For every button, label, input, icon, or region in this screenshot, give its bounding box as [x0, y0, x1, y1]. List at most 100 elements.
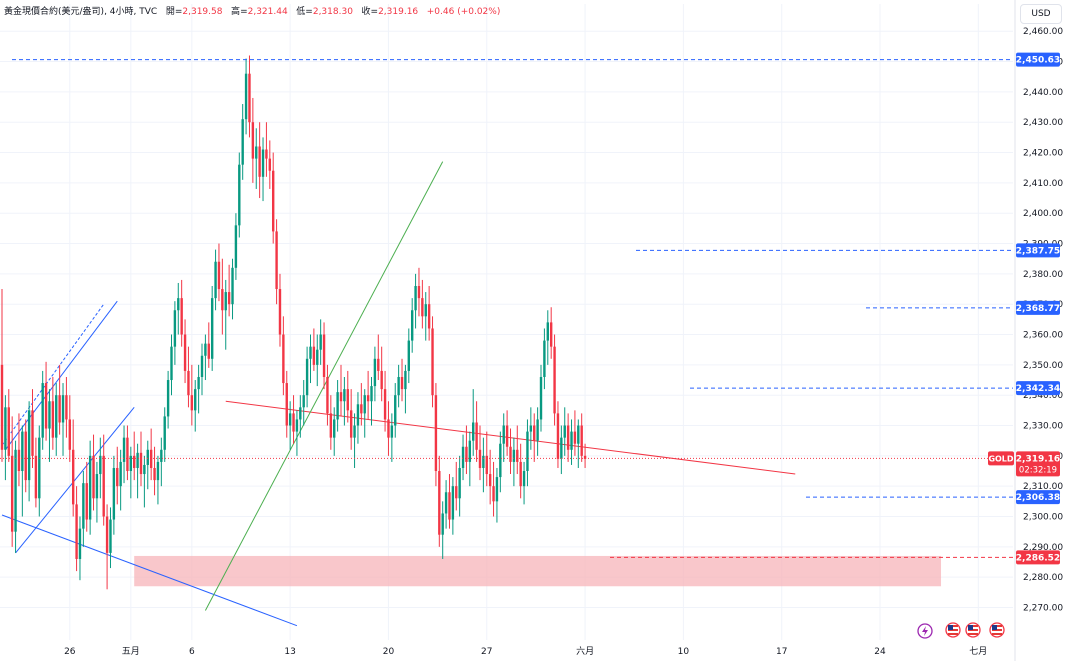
candle [183, 319, 187, 384]
candle [360, 383, 363, 426]
candle [146, 440, 149, 490]
candle [71, 419, 75, 517]
candle [529, 407, 533, 450]
candle [583, 443, 587, 468]
price-tick-label: 2,460.00 [1023, 27, 1063, 37]
price-tick-label: 2,290.00 [1023, 543, 1063, 553]
candle [326, 364, 329, 426]
svg-text:2,286.52: 2,286.52 [1016, 553, 1060, 563]
symbol-name: 黃金現價合約(美元/盎司) [4, 7, 105, 17]
channel-upper-blue-dashed[interactable] [1, 303, 105, 446]
change-value: +0.46 (+0.02%) [426, 7, 501, 17]
candle [573, 410, 577, 456]
candle [509, 428, 512, 475]
candle [204, 334, 207, 381]
candle [512, 437, 516, 487]
candle [577, 419, 580, 468]
candle [394, 383, 397, 438]
candle [99, 437, 102, 499]
candle [309, 334, 312, 384]
candle [126, 425, 129, 481]
low-value: 2,318.30 [312, 7, 353, 17]
candle [197, 364, 200, 414]
candle [336, 380, 339, 432]
candle [143, 455, 146, 508]
candle [356, 392, 360, 444]
svg-text:2,319.16: 2,319.16 [1016, 454, 1060, 464]
candle [187, 346, 190, 408]
candle [0, 289, 4, 462]
candle [390, 413, 394, 462]
us-flag-event-icon[interactable] [989, 622, 1005, 638]
candle [407, 328, 410, 384]
candle [492, 461, 495, 517]
candle [21, 425, 24, 517]
svg-text:2,387.75: 2,387.75 [1016, 246, 1060, 256]
candle [366, 370, 370, 420]
candle [231, 258, 234, 320]
price-line-label: 2,286.52 [1016, 550, 1060, 565]
lightning-event-icon[interactable] [917, 623, 933, 639]
price-lines-layer[interactable] [0, 59, 1013, 558]
candle [536, 407, 539, 456]
candle [129, 446, 133, 499]
candle [173, 301, 177, 365]
support-zone-layer [134, 555, 942, 587]
candle [397, 364, 400, 408]
svg-text:2,368.77: 2,368.77 [1016, 304, 1060, 314]
time-axis[interactable]: 26 五月 6 13 20 27 六月 10 17 24 七月 [64, 645, 987, 657]
candle [299, 395, 302, 438]
candle [265, 122, 268, 177]
candle [248, 55, 251, 138]
close-value: 2,319.16 [378, 7, 419, 17]
candle [526, 419, 529, 487]
candle [580, 413, 583, 462]
channel-lower-blue[interactable] [15, 407, 135, 554]
price-tick-label: 2,300.00 [1023, 513, 1063, 523]
support-zone[interactable] [134, 555, 942, 587]
candle [292, 395, 295, 444]
candle [65, 376, 68, 438]
candle [136, 443, 139, 499]
currency-button[interactable]: USD [1020, 4, 1062, 24]
candle [34, 437, 38, 508]
symbol-legend[interactable]: 黃金現價合約(美元/盎司), 4小時, TVC 開=2,319.58 高=2,3… [4, 7, 501, 17]
candle [214, 249, 217, 311]
price-tick-label: 2,360.00 [1023, 331, 1063, 341]
price-labels-layer: 2,450.63 2,387.75 2,368.77 2,342.34 2,306.38… [988, 52, 1060, 565]
candle [516, 425, 519, 475]
candle [451, 477, 455, 535]
time-tick-label: 五月 [122, 646, 140, 657]
candle [570, 419, 573, 465]
candle [556, 401, 560, 468]
candle [241, 104, 244, 180]
us-flag-event-icon[interactable] [945, 622, 961, 638]
candle [31, 389, 34, 468]
high-label: 高 [231, 7, 241, 17]
candle [38, 425, 41, 517]
candle [387, 401, 390, 456]
candle [495, 467, 499, 523]
candle [224, 279, 227, 350]
us-flag-event-icon[interactable] [965, 622, 981, 638]
candle [10, 416, 14, 547]
candle [272, 152, 275, 244]
candle [244, 58, 248, 135]
svg-text:2,342.34: 2,342.34 [1016, 384, 1060, 394]
candle [75, 486, 78, 572]
channel-upper-blue[interactable] [4, 300, 118, 451]
candle [261, 137, 265, 202]
trendline-lower-blue[interactable] [1, 514, 298, 627]
events-layer[interactable] [917, 622, 1005, 639]
candle [322, 322, 326, 390]
candle [255, 128, 258, 189]
candle [221, 258, 224, 335]
candle [448, 474, 451, 529]
candle [316, 334, 319, 387]
candle [560, 425, 563, 475]
candle [112, 455, 116, 535]
candle [478, 425, 482, 481]
